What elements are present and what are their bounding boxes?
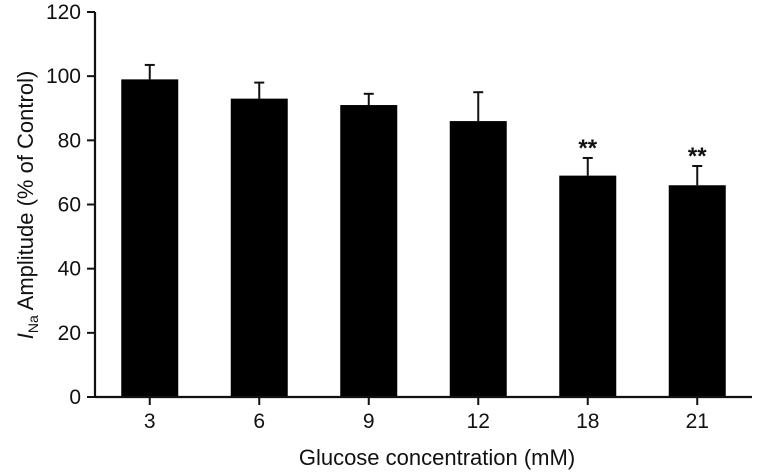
y-axis-label-text: Amplitude (% of Control) [13, 71, 38, 316]
x-tick-label: 9 [363, 410, 375, 433]
bar [668, 185, 726, 397]
x-tick-label: 6 [253, 410, 265, 433]
bar [449, 121, 507, 397]
bar [340, 105, 398, 398]
y-tick-label: 100 [46, 65, 81, 88]
y-tick-label: 0 [69, 386, 81, 409]
plot-area: ** ** [121, 63, 726, 398]
x-axis-label: Glucose concentration (mM) [299, 445, 575, 470]
bar [230, 98, 288, 397]
bar [121, 79, 179, 397]
x-tick-label: 18 [576, 410, 599, 433]
y-tick-label: 60 [58, 194, 81, 217]
y-tick-label: 40 [58, 258, 81, 281]
bar [559, 175, 617, 397]
y-axis-label-symbol: I [13, 333, 38, 339]
x-axis-ticks: 3 6 9 12 18 21 [144, 397, 709, 433]
x-tick-label: 3 [144, 410, 156, 433]
y-axis-ticks: 0 20 40 60 80 100 120 [46, 1, 95, 409]
significance-label: ** [688, 143, 707, 170]
y-tick-label: 20 [58, 322, 81, 345]
x-tick-label: 21 [686, 410, 709, 433]
y-tick-label: 120 [46, 1, 81, 24]
significance-label: ** [578, 135, 597, 162]
y-axis-label-subscript: Na [25, 315, 41, 333]
y-axis-label: INa Amplitude (% of Control) [13, 71, 41, 340]
x-tick-label: 12 [467, 410, 490, 433]
y-tick-label: 80 [58, 129, 81, 152]
